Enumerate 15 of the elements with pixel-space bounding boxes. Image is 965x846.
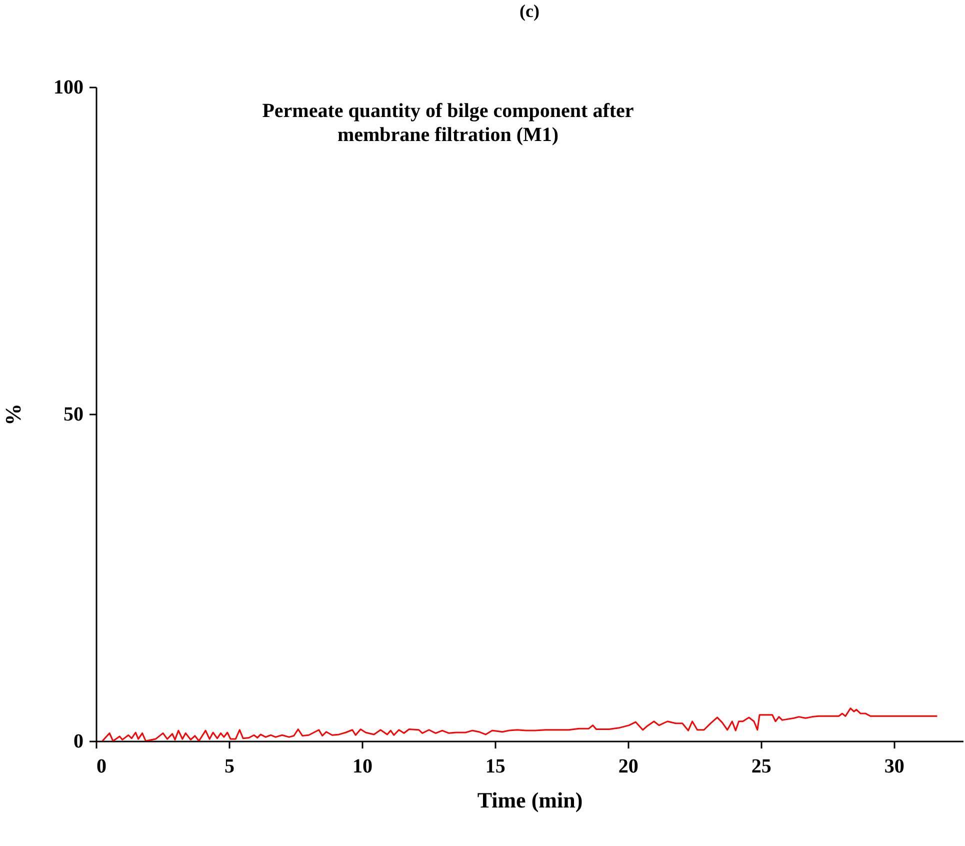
x-axis-title: Time (min)	[477, 788, 583, 812]
x-tick-label: 25	[751, 756, 772, 778]
y-tick-label: 50	[64, 404, 84, 426]
x-tick-label: 10	[352, 756, 372, 778]
x-tick-label: 20	[618, 756, 638, 778]
y-tick-label: 100	[54, 76, 84, 98]
line-series	[102, 708, 938, 741]
x-tick-label: 30	[884, 756, 904, 778]
y-axis-title: %	[0, 404, 26, 426]
x-tick-label: 15	[485, 756, 506, 778]
x-tick-label: 0	[96, 756, 106, 778]
y-tick-label: 0	[74, 730, 84, 752]
chart-title: (c)	[520, 1, 540, 21]
x-tick-label: 5	[224, 756, 234, 778]
text: Permeate quantity of bilge component after membrane filtration (M1)	[262, 100, 634, 146]
